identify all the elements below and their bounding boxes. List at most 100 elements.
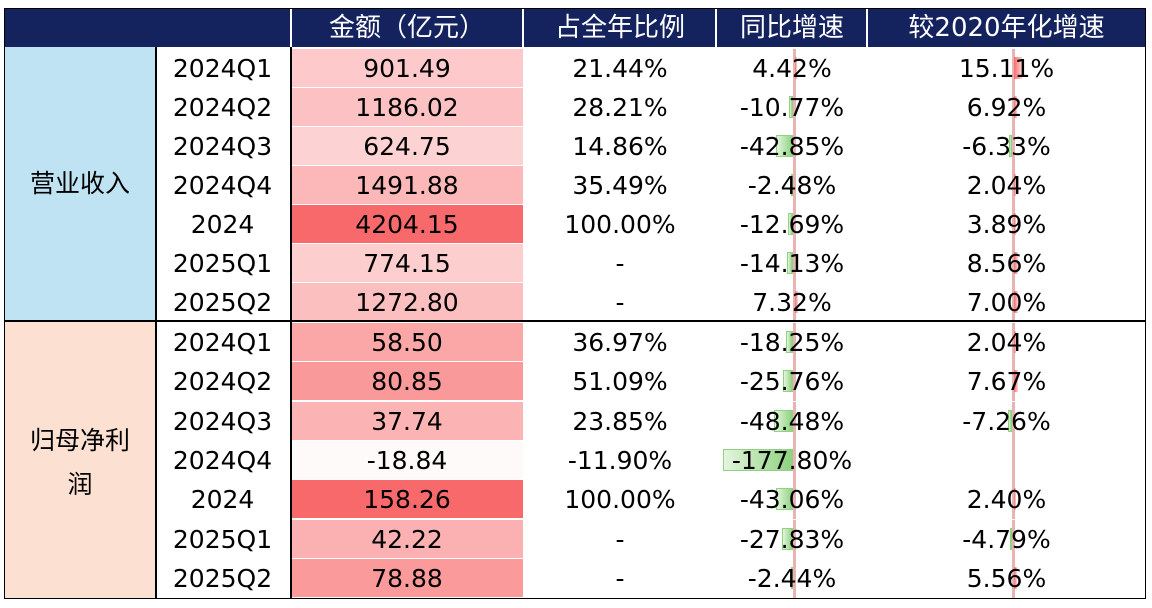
databar-axis: [1012, 49, 1015, 88]
vs2020-data-bar: [1009, 527, 1012, 550]
header-vs2020: 较2020年化增速: [908, 13, 1105, 43]
amount-heat-cell: [291, 244, 523, 282]
amount-heat-cell: [291, 88, 523, 126]
cell-vs2020: -4.79%: [962, 524, 1051, 554]
amount-heat-cell: [291, 480, 523, 519]
cell-vs2020: 15.11%: [958, 54, 1055, 83]
yoy-data-bar: [723, 448, 793, 471]
cell-yoy: -2.44%: [747, 563, 837, 593]
cell-amount: 624.75: [363, 132, 451, 161]
header-divider: [715, 9, 717, 47]
vs2020-data-bar: [1008, 409, 1012, 432]
yoy-data-bar: [787, 213, 793, 235]
cell-share: 14.86%: [572, 132, 668, 161]
cell-vs2020: -6.33%: [962, 132, 1051, 161]
cell-amount: 80.85: [371, 367, 443, 397]
cell-share: -: [615, 249, 625, 278]
databar-axis: [1012, 401, 1015, 441]
databar-axis: [793, 244, 796, 283]
databar-axis: [1012, 323, 1015, 362]
databar-axis: [793, 401, 796, 441]
yoy-data-bar: [788, 96, 793, 118]
amount-heat-cell: [291, 127, 523, 165]
databar-axis: [1012, 362, 1015, 402]
yoy-data-bar: [795, 291, 798, 313]
cell-amount: 158.26: [363, 485, 451, 515]
cell-share: -11.90%: [567, 445, 673, 475]
cell-yoy: -12.69%: [739, 210, 845, 239]
vs2020-data-bar: [1014, 57, 1022, 79]
cell-period: 2024Q1: [172, 328, 273, 357]
cell-period: 2024Q4: [172, 171, 273, 200]
column-divider: [290, 47, 292, 598]
databar-axis: [793, 362, 796, 402]
cell-period: 2024Q1: [172, 54, 273, 83]
cell-period: 2024: [190, 210, 255, 239]
yoy-data-bar: [781, 527, 793, 550]
cell-period: 2025Q1: [172, 249, 273, 278]
cell-period: 2024Q2: [172, 93, 273, 122]
vs2020-data-bar: [1014, 174, 1016, 196]
vs2020-data-bar: [1014, 291, 1018, 313]
databar-axis: [793, 49, 796, 88]
header-yoy: 同比增速: [739, 13, 844, 43]
cell-amount: 4204.15: [355, 210, 459, 239]
cell-amount: 37.74: [371, 406, 443, 436]
header-divider: [290, 9, 292, 47]
cell-amount: 1272.80: [355, 288, 459, 317]
cell-share: 35.49%: [572, 171, 668, 200]
cell-yoy: -27.83%: [739, 524, 845, 554]
amount-heat-cell: [291, 323, 523, 361]
cell-period: 2024Q3: [172, 132, 273, 161]
vs2020-data-bar: [1014, 566, 1017, 589]
databar-axis: [793, 440, 796, 480]
databar-axis: [793, 205, 796, 244]
vs2020-data-bar: [1014, 252, 1019, 274]
vs2020-data-bar: [1008, 135, 1012, 157]
cell-share: -: [615, 288, 625, 317]
databar-axis: [793, 127, 796, 166]
yoy-data-bar: [787, 252, 793, 274]
cell-amount: 774.15: [363, 249, 451, 278]
cell-vs2020: 7.00%: [966, 288, 1047, 317]
cell-yoy: -2.48%: [747, 171, 837, 200]
cell-amount: 1491.88: [355, 171, 459, 200]
cell-amount: 78.88: [371, 563, 443, 593]
cell-vs2020: 3.89%: [966, 210, 1047, 239]
databar-axis: [1012, 440, 1015, 480]
cell-amount: 901.49: [363, 54, 451, 83]
cell-period: 2024Q2: [172, 367, 273, 397]
yoy-data-bar: [795, 57, 797, 79]
vs2020-data-bar: [1014, 213, 1016, 235]
cell-amount: 1186.02: [355, 93, 459, 122]
profit-band: [5, 321, 155, 598]
cell-yoy: -43.06%: [739, 485, 845, 515]
amount-heat-cell: [291, 166, 523, 204]
databar-axis: [1012, 283, 1015, 322]
cell-share: -: [615, 563, 625, 593]
cell-amount: 58.50: [371, 328, 443, 357]
databar-axis: [1012, 127, 1015, 166]
amount-heat-cell: [291, 205, 523, 243]
vs2020-data-bar: [1014, 331, 1016, 353]
cell-yoy: -42.85%: [739, 132, 845, 161]
vs2020-data-bar: [1014, 370, 1018, 393]
cell-amount: 42.22: [371, 524, 443, 554]
cell-vs2020: 5.56%: [966, 563, 1047, 593]
cell-share: 100.00%: [564, 485, 676, 515]
column-divider: [155, 47, 157, 598]
cell-vs2020: 6.92%: [966, 93, 1047, 122]
vs2020-data-bar: [1014, 488, 1016, 511]
databar-axis: [1012, 166, 1015, 205]
databar-axis: [1012, 244, 1015, 283]
databar-axis: [793, 88, 796, 127]
databar-axis: [793, 323, 796, 362]
vs2020-data-bar: [1014, 96, 1018, 118]
amount-heat-cell: [291, 362, 523, 401]
cell-share: 28.21%: [572, 93, 668, 122]
databar-axis: [1012, 480, 1015, 520]
cell-share: 51.09%: [572, 367, 668, 397]
amount-heat-cell: [291, 49, 523, 87]
group-label-profit: 归母净利润: [29, 426, 130, 499]
databar-axis: [793, 558, 796, 598]
